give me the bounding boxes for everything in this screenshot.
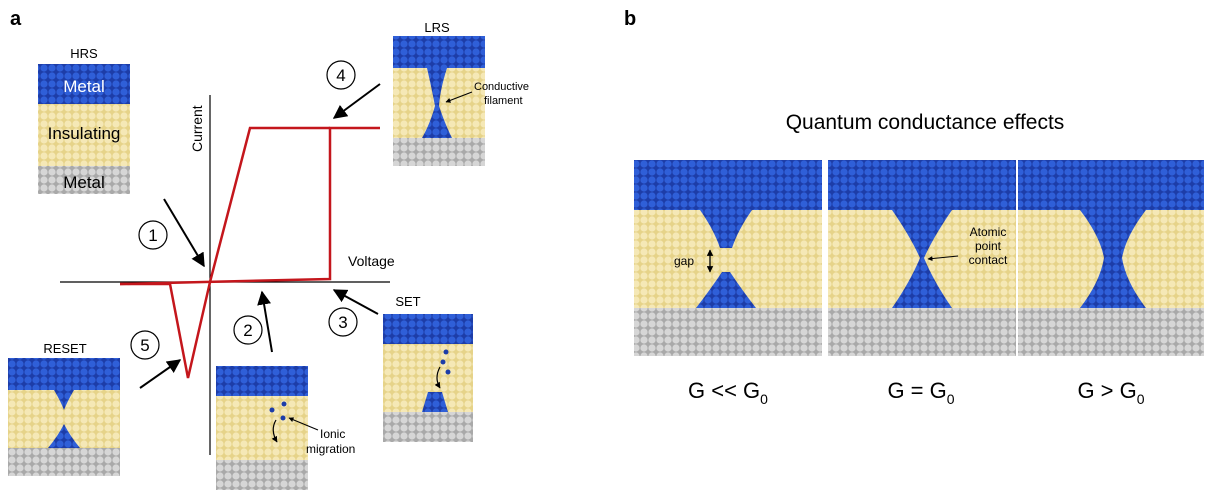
lrs-substrate: [393, 138, 485, 166]
reset-branch: [120, 126, 330, 379]
set-top-metal: [383, 314, 473, 344]
contact-gap-lower-cone: [696, 272, 756, 308]
lrs-annotation-line1: Conductive: [474, 81, 529, 93]
contact-wide-substrate: [1018, 308, 1204, 356]
hrs-bottom-metal-label: Metal: [63, 173, 105, 192]
set-ion: [443, 349, 449, 355]
step-4-arrow: [332, 83, 381, 119]
current-axis-label: Current: [189, 105, 205, 152]
step-2-arrow: [257, 290, 273, 353]
contact-wide-filament: [1080, 210, 1146, 308]
set-ion: [440, 359, 446, 365]
lrs-top-metal: [393, 36, 485, 68]
contact-label-line2: point: [975, 239, 1002, 253]
caption-1: G << G0: [688, 378, 768, 407]
reset-lower-cone: [48, 424, 80, 448]
set-branch: [119, 126, 380, 286]
lrs-annotation-line2: filament: [484, 95, 523, 107]
reset-device: RESET: [8, 341, 120, 476]
ionic-top-metal: [216, 366, 308, 396]
step-4-circle: [326, 60, 356, 90]
step-2-number: 2: [243, 321, 252, 340]
ionic-ion: [281, 401, 287, 407]
ionic-annotation-line2: migration: [306, 442, 355, 456]
hrs-title: HRS: [70, 46, 98, 61]
gap-label: gap: [674, 254, 694, 268]
step-1-circle: [138, 220, 168, 250]
contact-gap-top-metal: [634, 160, 822, 210]
ionic-ion: [280, 415, 286, 421]
step-1-arrow: [163, 198, 205, 268]
contact-gap-substrate: [634, 308, 822, 356]
panel-b-letter: b: [624, 8, 636, 30]
set-ion: [445, 369, 451, 375]
lrs-device: LRS Conductive filament: [393, 20, 529, 166]
contact-point-filament: [892, 210, 952, 308]
contact-label-line1: Atomic: [970, 225, 1007, 239]
set-substrate: [383, 412, 473, 442]
step-5-circle: [130, 330, 160, 360]
step-5-arrow: [139, 359, 182, 389]
ionic-pointer: [288, 417, 319, 431]
conductance-captions: G << G0 G = G0 G > G0: [688, 378, 1145, 407]
step-4-number: 4: [336, 66, 345, 85]
lrs-title: LRS: [424, 20, 450, 35]
hrs-bottom-metal: [38, 166, 130, 194]
hrs-top-metal: [38, 64, 130, 104]
set-filament-seed: [422, 392, 448, 412]
iv-curve: [119, 126, 380, 379]
contact-point-substrate: [828, 308, 1016, 356]
reset-substrate: [8, 448, 120, 476]
step-markers: 1 2 3 4 5: [130, 60, 358, 360]
hrs-device: HRS Metal Insulating Metal: [38, 46, 130, 194]
reset-upper-cone: [54, 390, 74, 410]
ionic-annotation-line1: Ionic: [320, 427, 345, 441]
hrs-top-metal-label: Metal: [63, 77, 105, 96]
step-1-number: 1: [148, 226, 157, 245]
ionic-insulator: [216, 396, 308, 460]
reset-title: RESET: [43, 341, 86, 356]
set-device: SET: [383, 294, 473, 442]
contact-label-line3: contact: [969, 253, 1008, 267]
contact-gap-upper-cone: [700, 210, 752, 248]
contact-wide: [1018, 160, 1204, 356]
contact-atomic-point: Atomic point contact: [828, 160, 1016, 356]
voltage-axis-label: Voltage: [348, 253, 395, 269]
step-3-circle: [328, 307, 358, 337]
set-ion-arrow: [434, 366, 441, 389]
step-2-circle: [233, 315, 263, 345]
contact-point-top-metal: [828, 160, 1016, 210]
ionic-arrow: [271, 419, 278, 443]
set-title: SET: [395, 294, 420, 309]
panel-b-title: Quantum conductance effects: [786, 111, 1065, 134]
reset-top-metal: [8, 358, 120, 390]
contact-gap: gap: [634, 160, 822, 356]
ionic-migration-device: Ionic migration: [216, 366, 355, 490]
filament-pointer: [445, 91, 473, 103]
lrs-filament: [422, 68, 452, 138]
caption-2: G = G0: [887, 378, 954, 407]
caption-3: G > G0: [1077, 378, 1144, 407]
iv-axes: Voltage Current: [60, 95, 395, 455]
ionic-substrate: [216, 460, 308, 490]
contact-pointer: [927, 255, 959, 262]
step-arrows: [139, 83, 381, 389]
panel-a-letter: a: [10, 8, 22, 30]
step-5-number: 5: [140, 336, 149, 355]
step-3-number: 3: [338, 313, 347, 332]
step-3-arrow: [332, 289, 379, 315]
contact-wide-top-metal: [1018, 160, 1204, 210]
ionic-ion: [269, 407, 275, 413]
hrs-insulator-label: Insulating: [48, 124, 121, 143]
hrs-insulator: [38, 104, 130, 166]
